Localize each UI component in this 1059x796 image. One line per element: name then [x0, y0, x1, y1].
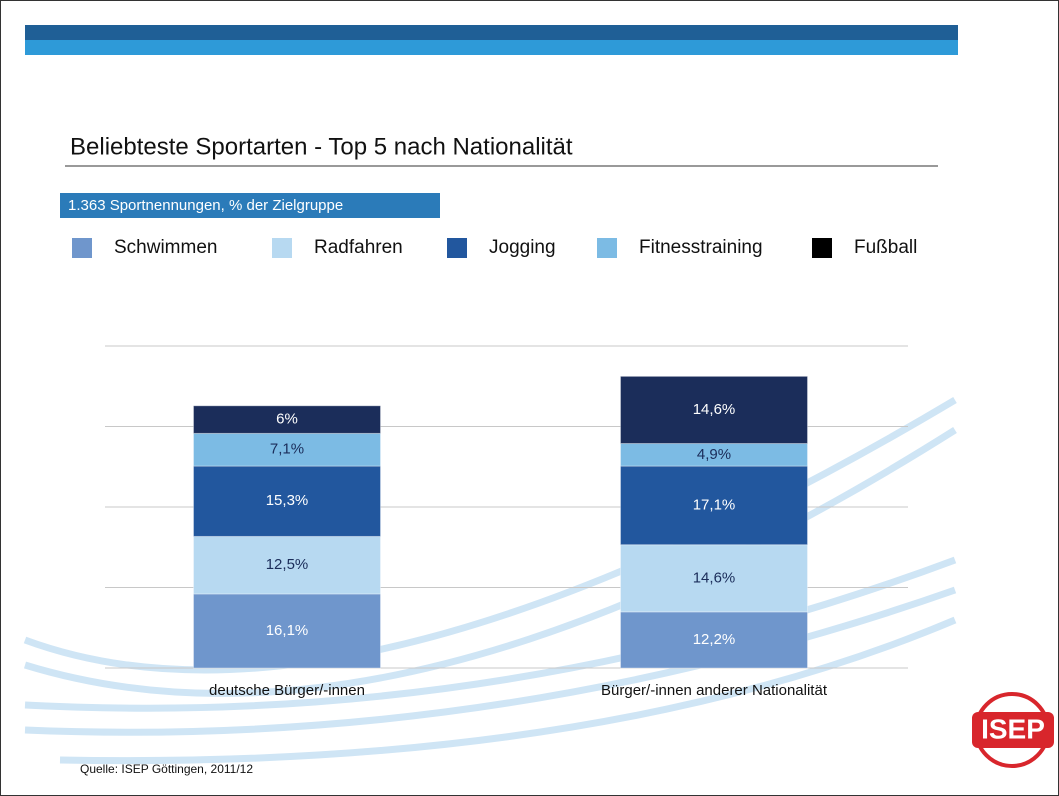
chart-title: Beliebteste Sportarten - Top 5 nach Nati…	[70, 133, 573, 160]
value-label: 7,1%	[270, 441, 304, 458]
logo: ISEP	[981, 713, 1045, 744]
legend-label: Jogging	[489, 237, 556, 258]
legend-label: Fußball	[854, 237, 917, 258]
value-label: 4,9%	[697, 446, 731, 463]
value-label: 12,2%	[693, 631, 736, 648]
value-label: 15,3%	[266, 492, 309, 509]
legend-swatch	[597, 238, 617, 258]
value-label: 12,5%	[266, 556, 309, 573]
source: Quelle: ISEP Göttingen, 2011/12	[80, 762, 253, 776]
value-label: 16,1%	[266, 622, 309, 639]
header-band	[25, 40, 958, 55]
x-tick-label: Bürger/-innen anderer Nationalität	[601, 682, 828, 699]
value-label: 14,6%	[693, 401, 736, 418]
value-label: 6%	[276, 411, 298, 428]
legend-swatch	[447, 238, 467, 258]
header-band	[25, 25, 958, 40]
value-label: 14,6%	[693, 569, 736, 586]
x-tick-label: deutsche Bürger/-innen	[209, 682, 365, 699]
value-label: 17,1%	[693, 496, 736, 513]
subtitle: 1.363 Sportnennungen, % der Zielgruppe	[68, 197, 343, 214]
legend-label: Schwimmen	[114, 237, 217, 258]
page: Beliebteste Sportarten - Top 5 nach Nati…	[0, 0, 1059, 796]
legend-label: Radfahren	[314, 237, 403, 258]
legend-swatch	[272, 238, 292, 258]
legend-swatch	[72, 238, 92, 258]
legend-label: Fitnesstraining	[639, 237, 763, 258]
legend-swatch	[812, 238, 832, 258]
chart: Beliebteste Sportarten - Top 5 nach Nati…	[0, 0, 1059, 796]
